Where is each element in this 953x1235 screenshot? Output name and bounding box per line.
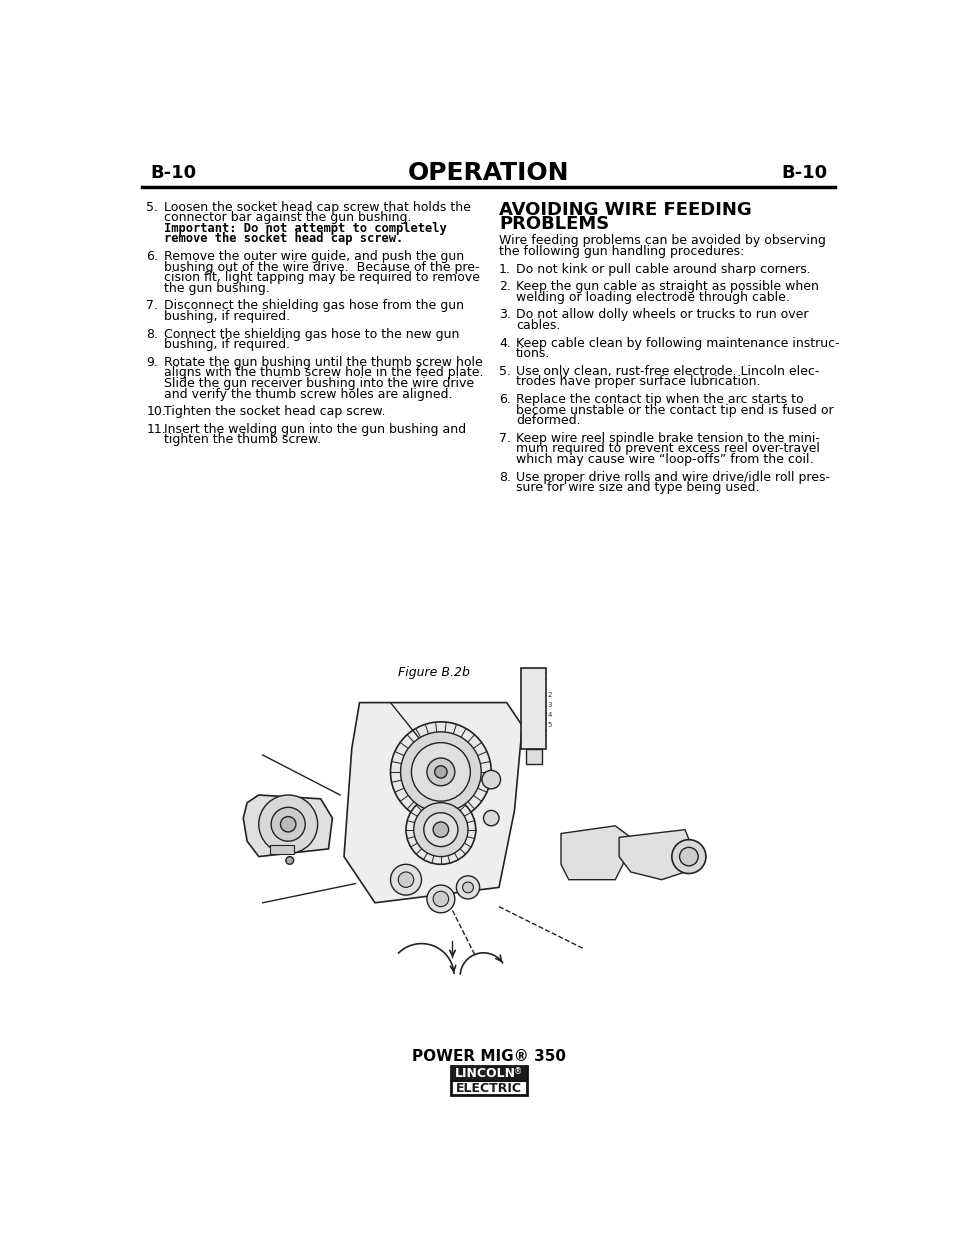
Circle shape [433,823,448,837]
Text: ELECTRIC: ELECTRIC [456,1082,521,1094]
Text: Slide the gun receiver bushing into the wire drive: Slide the gun receiver bushing into the … [164,377,474,390]
Circle shape [258,795,317,853]
Text: bushing out of the wire drive.  Because of the pre-: bushing out of the wire drive. Because o… [164,261,479,274]
Circle shape [483,810,498,826]
Text: PROBLEMS: PROBLEMS [498,215,609,233]
Text: connector bar against the gun bushing.: connector bar against the gun bushing. [164,211,412,225]
Circle shape [427,885,455,913]
Polygon shape [344,703,521,903]
Text: remove the socket head cap screw.: remove the socket head cap screw. [164,232,403,246]
Text: POWER MIG® 350: POWER MIG® 350 [412,1049,565,1065]
Text: tions.: tions. [516,347,550,361]
Text: Tighten the socket head cap screw.: Tighten the socket head cap screw. [164,405,385,419]
Text: Wire feeding problems can be avoided by observing: Wire feeding problems can be avoided by … [498,235,825,247]
Circle shape [390,864,421,895]
Text: Rotate the gun bushing until the thumb screw hole: Rotate the gun bushing until the thumb s… [164,356,482,369]
Bar [451,1066,526,1082]
Circle shape [414,803,468,857]
Text: Insert the welding gun into the gun bushing and: Insert the welding gun into the gun bush… [164,422,466,436]
Text: Figure B.2b: Figure B.2b [397,666,470,679]
Circle shape [286,857,294,864]
Polygon shape [618,830,692,879]
Text: Use only clean, rust-free electrode. Lincoln elec-: Use only clean, rust-free electrode. Lin… [516,364,819,378]
Text: 5.: 5. [146,200,158,214]
Text: 5.: 5. [498,364,511,378]
Text: 2
3
4
5: 2 3 4 5 [547,693,552,729]
Text: 11.: 11. [146,422,166,436]
Text: Important: Do not attempt to completely: Important: Do not attempt to completely [164,222,447,235]
Text: 2.: 2. [498,280,511,293]
Text: Keep wire reel spindle brake tension to the mini-: Keep wire reel spindle brake tension to … [516,432,819,445]
Circle shape [481,771,500,789]
Text: Do not kink or pull cable around sharp corners.: Do not kink or pull cable around sharp c… [516,263,810,275]
Circle shape [271,808,305,841]
Text: trodes have proper surface lubrication.: trodes have proper surface lubrication. [516,375,760,388]
Text: B-10: B-10 [781,164,827,182]
Text: 10.: 10. [146,405,166,419]
Text: and verify the thumb screw holes are aligned.: and verify the thumb screw holes are ali… [164,388,453,400]
Circle shape [423,813,457,846]
Bar [521,668,546,748]
Text: 6.: 6. [498,393,511,406]
Circle shape [679,847,698,866]
Text: cision fit, light tapping may be required to remove: cision fit, light tapping may be require… [164,272,479,284]
FancyBboxPatch shape [451,1066,526,1095]
Text: Keep the gun cable as straight as possible when: Keep the gun cable as straight as possib… [516,280,818,293]
Circle shape [411,742,470,802]
Text: 3.: 3. [498,309,511,321]
Text: bushing, if required.: bushing, if required. [164,310,290,324]
Text: Do not allow dolly wheels or trucks to run over: Do not allow dolly wheels or trucks to r… [516,309,808,321]
Text: sure for wire size and type being used.: sure for wire size and type being used. [516,482,759,494]
Text: B-10: B-10 [150,164,196,182]
Text: Remove the outer wire guide, and push the gun: Remove the outer wire guide, and push th… [164,249,464,263]
Text: ®: ® [514,1067,522,1076]
Circle shape [427,758,455,785]
Text: LINCOLN: LINCOLN [454,1067,515,1081]
Circle shape [390,721,491,823]
Text: AVOIDING WIRE FEEDING: AVOIDING WIRE FEEDING [498,200,751,219]
Text: OPERATION: OPERATION [408,161,569,185]
Text: which may cause wire “loop-offs” from the coil.: which may cause wire “loop-offs” from th… [516,453,813,466]
Text: tighten the thumb screw.: tighten the thumb screw. [164,433,321,446]
Circle shape [400,732,480,811]
Text: cables.: cables. [516,319,559,332]
Text: 7.: 7. [146,299,158,312]
Polygon shape [560,826,630,879]
Text: Connect the shielding gas hose to the new gun: Connect the shielding gas hose to the ne… [164,327,459,341]
Circle shape [456,876,479,899]
Text: Loosen the socket head cap screw that holds the: Loosen the socket head cap screw that ho… [164,200,471,214]
Text: Disconnect the shielding gas hose from the gun: Disconnect the shielding gas hose from t… [164,299,464,312]
Text: aligns with the thumb screw hole in the feed plate.: aligns with the thumb screw hole in the … [164,367,483,379]
Text: bushing, if required.: bushing, if required. [164,338,290,351]
Text: deformed.: deformed. [516,414,580,427]
Circle shape [397,872,414,888]
Text: 9.: 9. [146,356,158,369]
Text: mum required to prevent excess reel over-travel: mum required to prevent excess reel over… [516,442,819,456]
Text: 1.: 1. [498,263,511,275]
Circle shape [433,892,448,906]
Text: the gun bushing.: the gun bushing. [164,282,270,295]
Circle shape [406,795,476,864]
Text: welding or loading electrode through cable.: welding or loading electrode through cab… [516,290,789,304]
Circle shape [462,882,473,893]
Circle shape [671,840,705,873]
Bar [525,748,541,764]
Bar [270,845,294,855]
Text: the following gun handling procedures:: the following gun handling procedures: [498,245,743,258]
Text: 6.: 6. [146,249,158,263]
Text: 4.: 4. [498,337,511,350]
Text: Use proper drive rolls and wire drive/idle roll pres-: Use proper drive rolls and wire drive/id… [516,471,829,484]
Circle shape [280,816,295,832]
Text: 8.: 8. [146,327,158,341]
Text: become unstable or the contact tip end is fused or: become unstable or the contact tip end i… [516,404,833,416]
Text: Keep cable clean by following maintenance instruc-: Keep cable clean by following maintenanc… [516,337,839,350]
Circle shape [435,766,447,778]
Text: 7.: 7. [498,432,511,445]
Text: Replace the contact tip when the arc starts to: Replace the contact tip when the arc sta… [516,393,802,406]
Text: 8.: 8. [498,471,511,484]
Polygon shape [243,795,332,857]
